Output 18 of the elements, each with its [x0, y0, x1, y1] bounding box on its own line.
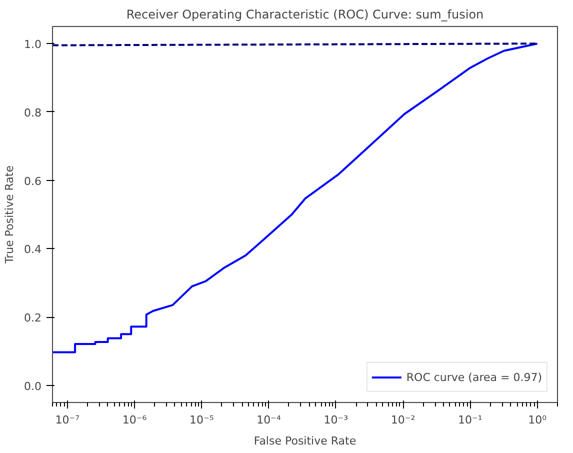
x-tick-label: 10⁻⁵	[190, 414, 214, 426]
y-tick-label: 0.0	[24, 380, 42, 393]
y-axis-title: True Positive Rate	[3, 165, 16, 264]
x-tick-label: 10⁻⁶	[122, 414, 148, 426]
x-tick-label: 10⁻⁷	[55, 414, 80, 426]
x-tick-label: 10⁰	[528, 414, 548, 426]
x-tick-label: 10⁻²	[390, 414, 416, 426]
legend-label: ROC curve (area = 0.97)	[406, 370, 542, 384]
y-tick-label: 0.6	[24, 174, 42, 188]
x-axis-title: False Positive Rate	[254, 434, 356, 448]
x-tick-label: 10⁻¹	[458, 414, 482, 426]
chart-title: Receiver Operating Characteristic (ROC) Curve: sum_fusion	[126, 8, 484, 22]
x-tick-label: 10⁻³	[324, 414, 348, 426]
y-tick-label: 0.8	[24, 106, 42, 120]
y-tick-label: 1.0	[24, 38, 42, 52]
y-tick-label: 0.2	[24, 312, 42, 325]
y-tick-label: 0.4	[24, 243, 42, 256]
x-tick-label: 10⁻⁴	[256, 414, 282, 426]
